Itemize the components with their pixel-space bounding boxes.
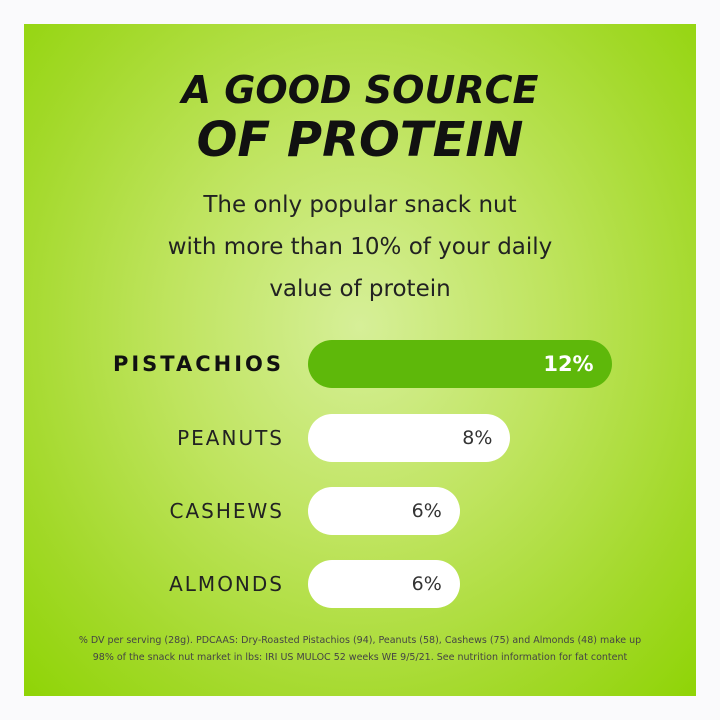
subtitle-line: The only popular snack nut xyxy=(203,192,517,218)
title-line-1: A GOOD SOURCE xyxy=(181,68,539,112)
category-label: CASHEWS xyxy=(169,499,284,523)
subtitle-line: value of protein xyxy=(269,276,451,302)
bar-row: PEANUTS 8% xyxy=(24,414,696,462)
data-label: 12% xyxy=(543,352,594,376)
category-label: PISTACHIOS xyxy=(112,352,284,376)
bar: 8% xyxy=(308,414,511,462)
title-line-2: OF PROTEIN xyxy=(196,112,524,168)
subtitle-line: with more than 10% of your daily xyxy=(167,234,553,260)
bar-row: PISTACHIOS 12% xyxy=(24,340,696,388)
infographic-panel: A GOOD SOURCE OF PROTEIN The only popula… xyxy=(24,24,696,696)
subtitle: The only popular snack nut with more tha… xyxy=(24,184,696,310)
data-label: 6% xyxy=(411,500,442,522)
data-label: 8% xyxy=(462,427,493,449)
category-label: ALMONDS xyxy=(169,572,284,596)
footnote: % DV per serving (28g). PDCAAS: Dry-Roas… xyxy=(24,632,696,666)
bar: 6% xyxy=(308,487,460,535)
bar-row: CASHEWS 6% xyxy=(24,487,696,535)
footnote-line: 98% of the snack nut market in lbs: IRI … xyxy=(92,652,628,663)
bar-row: ALMONDS 6% xyxy=(24,560,696,608)
bar: 12% xyxy=(308,340,612,388)
bar: 6% xyxy=(308,560,460,608)
category-label: PEANUTS xyxy=(177,426,284,450)
footnote-line: % DV per serving (28g). PDCAAS: Dry-Roas… xyxy=(78,635,642,646)
data-label: 6% xyxy=(411,573,442,595)
